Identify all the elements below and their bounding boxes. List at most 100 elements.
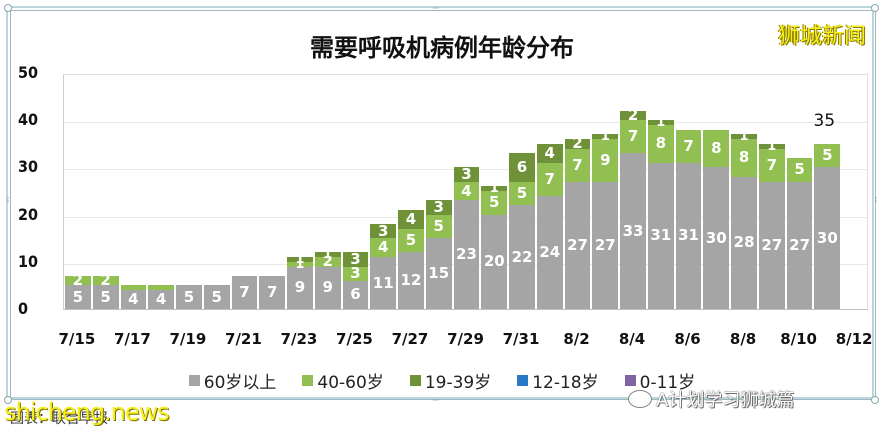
- bar-segment: [120, 285, 147, 291]
- resize-handle-bottom[interactable]: ····: [432, 396, 439, 405]
- bar-value-label: 1: [739, 129, 749, 145]
- bar-7/30[interactable]: 20 5 1: [481, 182, 508, 309]
- bar-segment: 4: [148, 290, 175, 309]
- x-tick-label: 7/15: [58, 330, 96, 348]
- bar-value-label: 27: [789, 235, 811, 254]
- source-caption: 图表：联合早报: [10, 411, 108, 427]
- bar-value-label: 3: [433, 198, 444, 217]
- bar-segment: 4: [398, 209, 424, 229]
- bar-7/17[interactable]: 4: [120, 285, 147, 309]
- x-tick-label: 7/31: [502, 330, 540, 348]
- bar-segment: 28: [731, 176, 757, 309]
- bar-8/9[interactable]: 27 7 1: [758, 140, 785, 309]
- resize-handle-left[interactable]: ····: [3, 196, 12, 203]
- bar-8/10[interactable]: 27 5: [786, 157, 813, 309]
- bar-value-label: 4: [461, 181, 472, 200]
- bar-8/5[interactable]: 31 8 1: [647, 116, 674, 309]
- x-tick-label: 7/21: [225, 330, 262, 348]
- bar-segment: 8: [647, 124, 674, 163]
- y-tick-label: 30: [18, 157, 39, 177]
- bar-segment: 31: [675, 162, 702, 309]
- bar-segment: 5: [92, 285, 119, 309]
- resize-handle-top-left[interactable]: [4, 4, 12, 12]
- bar-value-label: 1: [295, 256, 305, 272]
- y-tick-label: 50: [18, 63, 39, 82]
- y-tick-label: 20: [18, 204, 39, 224]
- bar-segment: 9: [314, 266, 341, 309]
- chart-legend: 60岁以上 40-60岁 19-39岁 12-18岁 0-11岁: [0, 368, 884, 393]
- resize-handle-bottom-left[interactable]: [4, 396, 12, 404]
- bar-value-label: 27: [567, 235, 588, 254]
- legend-label: 0-11岁: [639, 373, 696, 393]
- bar-value-label: 5: [183, 287, 195, 306]
- bar-segment: 1: [647, 116, 674, 129]
- bar-7/18[interactable]: 4: [148, 285, 175, 309]
- bar-value-label: 5: [211, 287, 222, 306]
- bar-value-label: 33: [622, 221, 644, 240]
- bar-segment: 20: [481, 214, 508, 309]
- bar-8/3[interactable]: 27 9 1: [592, 130, 619, 309]
- resize-handle-bottom-right[interactable]: [871, 396, 879, 404]
- bar-segment: 1: [287, 258, 313, 271]
- bar-8/1[interactable]: 24 7 4: [536, 143, 563, 309]
- total-annotation: 35: [813, 110, 836, 131]
- bar-7/21[interactable]: 7: [231, 275, 258, 309]
- bar-value-label: 3: [350, 249, 361, 268]
- bar-value-label: 5: [72, 287, 84, 306]
- bar-7/22[interactable]: 7: [259, 275, 286, 309]
- bar-value-label: 7: [266, 282, 278, 301]
- legend-item[interactable]: 19-39岁: [409, 368, 491, 393]
- bar-value-label: 4: [128, 290, 139, 309]
- bar-value-label: 31: [650, 226, 672, 245]
- bar-segment: 1: [314, 248, 341, 261]
- legend-swatch-icon: [409, 375, 421, 386]
- bar-segment: 2: [620, 108, 646, 123]
- legend-item[interactable]: 40-60岁: [302, 368, 384, 393]
- bar-8/8[interactable]: 28 8 1: [731, 130, 757, 309]
- bar-8/6[interactable]: 31 7: [675, 129, 702, 309]
- bar-value-label: 27: [761, 235, 783, 254]
- bar-segment: 7: [564, 148, 591, 182]
- legend-item[interactable]: 12-18岁: [517, 368, 599, 393]
- resize-handle-top-right[interactable]: [871, 4, 879, 12]
- bar-7/27[interactable]: 12 5 4: [398, 209, 424, 309]
- bar-8/4[interactable]: 33 7 2: [620, 108, 646, 309]
- bar-value-label: 5: [822, 146, 833, 165]
- bar-value-label: 6: [350, 285, 361, 304]
- y-tick-label: 0: [18, 299, 29, 318]
- bar-segment: 30: [814, 167, 841, 309]
- bar-segment: 7: [620, 120, 646, 154]
- bar-7/19[interactable]: 5: [176, 285, 202, 309]
- legend-item[interactable]: 60岁以上: [188, 368, 276, 393]
- bar-value-label: 5: [516, 183, 528, 202]
- bar-segment: 1: [287, 253, 313, 266]
- resize-handle-top[interactable]: ····: [432, 4, 439, 13]
- bar-7/28[interactable]: 15 5 3: [425, 198, 452, 309]
- bar-7/26[interactable]: 11 4 3: [370, 221, 397, 309]
- resize-handle-right[interactable]: ····: [871, 196, 880, 203]
- bar-8/2[interactable]: 27 7 2: [564, 136, 591, 309]
- bar-segment: 6: [509, 153, 535, 182]
- legend-item[interactable]: 0-11岁: [624, 368, 696, 393]
- bar-7/31[interactable]: 22 5 6: [509, 153, 535, 309]
- bar-segment: 5: [65, 285, 91, 309]
- x-tick-label: 8/10: [780, 330, 817, 348]
- bar-segment: 3: [425, 198, 452, 217]
- bar-8/11[interactable]: 30 5: [814, 143, 841, 309]
- bar-value-label: 27: [594, 235, 616, 254]
- bar-value-label: 24: [539, 242, 561, 261]
- bar-7/29[interactable]: 23 4 3: [453, 167, 480, 309]
- bar-value-label: 5: [794, 160, 805, 179]
- bar-7/20[interactable]: 5: [203, 285, 230, 309]
- bar-segment: 3: [342, 249, 369, 268]
- bar-segment: 7: [675, 129, 702, 163]
- bar-segment: 22: [509, 205, 535, 309]
- bar-value-label: 3: [378, 221, 389, 240]
- bar-segment: 24: [536, 195, 563, 309]
- bar-8/7[interactable]: 30 8: [703, 129, 730, 309]
